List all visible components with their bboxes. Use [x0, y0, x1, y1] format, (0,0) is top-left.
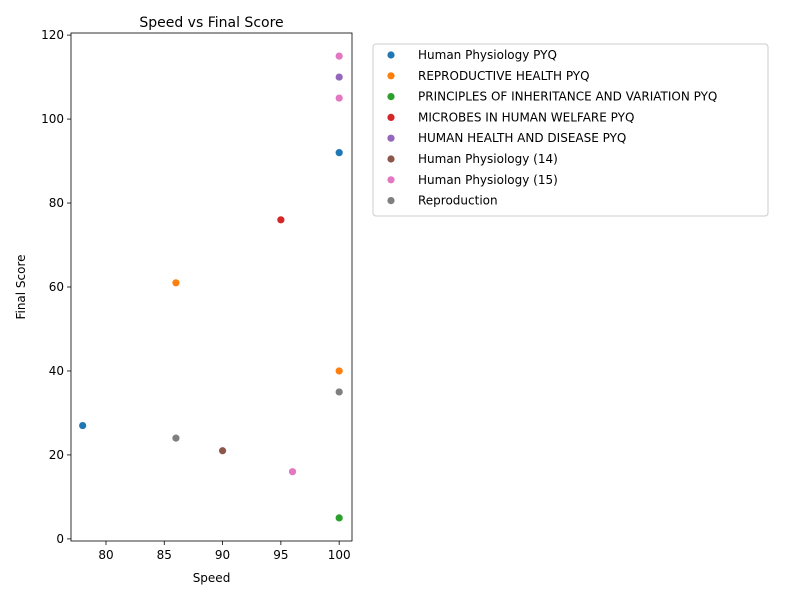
data-points	[79, 52, 343, 522]
data-point	[335, 388, 343, 396]
data-point	[335, 94, 343, 102]
data-point	[172, 279, 180, 287]
data-point	[335, 367, 343, 375]
legend-label: Human Physiology (15)	[418, 173, 558, 187]
legend-marker	[387, 51, 395, 59]
data-point	[288, 468, 297, 476]
plot-frame	[70, 32, 353, 542]
data-point	[172, 434, 180, 442]
y-tick-label: 80	[49, 196, 64, 210]
legend-label: PRINCIPLES OF INHERITANCE AND VARIATION …	[418, 90, 717, 104]
chart-title: Speed vs Final Score	[139, 15, 283, 31]
legend-marker	[387, 113, 395, 121]
data-point	[79, 421, 87, 430]
y-tick-label: 120	[41, 28, 64, 42]
legend-marker	[387, 197, 395, 205]
legend: Human Physiology PYQ REPRODUCTIVE HEALTH …	[372, 43, 769, 217]
legend-box	[372, 43, 769, 217]
legend-marker	[387, 93, 395, 101]
x-tick-label: 80	[98, 548, 113, 562]
axes: 80 85 90 95 100 0 20 40 60 80 100 120	[41, 28, 353, 562]
legend-label: HUMAN HEALTH AND DISEASE PYQ	[418, 131, 626, 145]
x-axis-label: Speed	[193, 571, 231, 585]
x-tick-label: 85	[157, 548, 172, 562]
data-point	[335, 149, 343, 157]
y-tick-label: 0	[56, 532, 64, 546]
legend-label: REPRODUCTIVE HEALTH PYQ	[418, 69, 590, 83]
data-point	[335, 73, 343, 81]
legend-label: Human Physiology PYQ	[418, 48, 557, 62]
legend-marker	[387, 155, 395, 163]
x-tick-label: 100	[328, 548, 351, 562]
x-tick-label: 95	[273, 548, 288, 562]
legend-marker	[387, 72, 395, 80]
y-tick-label: 40	[49, 364, 64, 378]
legend-marker	[387, 134, 395, 142]
y-axis-label: Final Score	[14, 254, 28, 319]
y-tick-label: 60	[49, 280, 64, 294]
y-tick-label: 20	[49, 448, 64, 462]
legend-label: Reproduction	[418, 194, 498, 208]
legend-label: Human Physiology (14)	[418, 152, 558, 166]
legend-label: MICROBES IN HUMAN WELFARE PYQ	[418, 110, 634, 124]
legend-marker	[387, 176, 395, 184]
data-point	[335, 514, 343, 522]
data-point	[218, 447, 227, 455]
x-tick-label: 90	[215, 548, 230, 562]
y-tick-label: 100	[41, 112, 64, 126]
data-point	[277, 216, 285, 224]
data-point	[335, 52, 343, 60]
